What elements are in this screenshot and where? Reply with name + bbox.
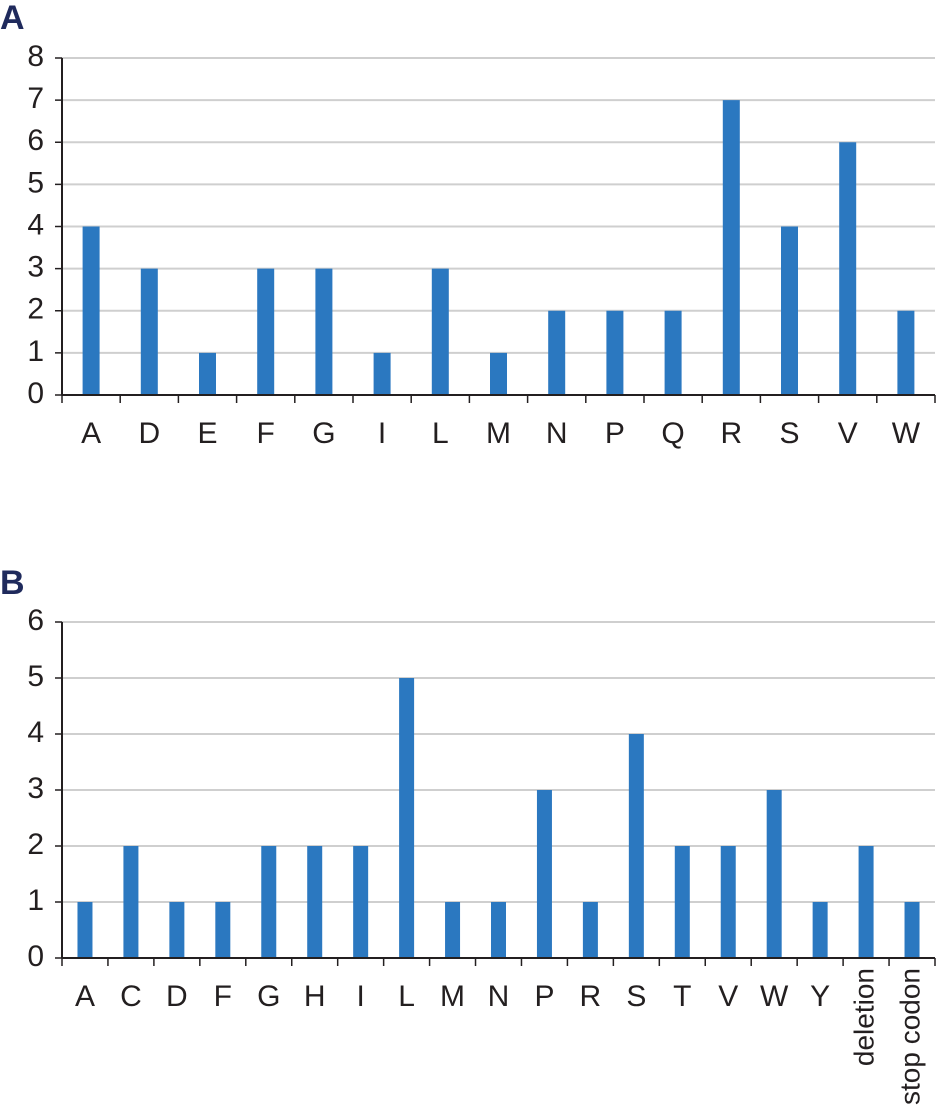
bar (261, 846, 277, 958)
bar (315, 268, 333, 395)
x-tick-label: A (81, 417, 101, 450)
bar (766, 790, 782, 958)
x-tick-label: P (605, 417, 625, 450)
y-tick-label: 5 (27, 166, 44, 199)
x-tick-label: G (312, 417, 335, 450)
x-tick-label: Y (810, 980, 830, 1013)
bar (123, 846, 139, 958)
x-tick-label: D (166, 980, 188, 1013)
x-tick-label: F (257, 417, 275, 450)
bar (781, 226, 798, 395)
bar (491, 902, 506, 958)
y-tick-label: 2 (27, 828, 44, 861)
bar (77, 902, 93, 958)
bar (839, 142, 857, 395)
x-tick-label: N (488, 980, 510, 1013)
x-tick-label: G (257, 980, 280, 1013)
bar (399, 678, 415, 958)
y-tick-label: 2 (27, 293, 44, 326)
x-tick-label: T (673, 980, 691, 1013)
x-tick-label: stop codon (894, 968, 925, 1105)
x-tick-label: I (378, 417, 386, 450)
x-tick-label: H (304, 980, 326, 1013)
y-tick-label: 8 (27, 40, 44, 73)
x-tick-label: N (546, 417, 568, 450)
bar (720, 846, 736, 958)
x-tick-label: E (197, 417, 217, 450)
bar (904, 902, 920, 958)
bar (373, 352, 391, 395)
x-tick-label: L (398, 980, 415, 1013)
x-tick-label: Q (661, 417, 684, 450)
bar (353, 846, 369, 958)
bar (722, 100, 740, 395)
y-tick-label: 1 (27, 335, 44, 368)
bar (674, 846, 690, 958)
x-tick-label: W (892, 417, 921, 450)
bar (548, 310, 566, 395)
y-tick-label: 1 (27, 884, 44, 917)
x-tick-label: R (720, 417, 742, 450)
x-tick-label: V (718, 980, 738, 1013)
x-tick-label: P (534, 980, 554, 1013)
x-tick-label: S (626, 980, 646, 1013)
y-tick-label: 0 (27, 377, 44, 410)
y-tick-label: 6 (27, 604, 44, 637)
x-tick-label: I (356, 980, 364, 1013)
bar (431, 268, 449, 395)
bar (536, 790, 552, 958)
bar (490, 352, 507, 395)
y-tick-label: 6 (27, 124, 44, 157)
y-tick-label: 4 (27, 208, 44, 241)
panel-label: B (0, 564, 25, 602)
y-tick-label: 3 (27, 251, 44, 284)
bar (82, 226, 100, 395)
bar (858, 846, 874, 958)
x-tick-label: R (580, 980, 602, 1013)
bar (199, 352, 216, 395)
x-tick-label: C (120, 980, 142, 1013)
bar (812, 902, 828, 958)
x-tick-label: F (214, 980, 232, 1013)
y-tick-label: 7 (27, 82, 44, 115)
bar (140, 268, 158, 395)
x-tick-label: W (760, 980, 789, 1013)
bar (606, 310, 624, 395)
bar (628, 734, 644, 958)
y-tick-label: 0 (27, 940, 44, 973)
bar (307, 846, 323, 958)
x-tick-label: V (838, 417, 858, 450)
y-tick-label: 5 (27, 660, 44, 693)
x-tick-label: D (138, 417, 160, 450)
x-tick-label: A (75, 980, 95, 1013)
panel-label: A (0, 0, 25, 37)
x-tick-label: M (440, 980, 465, 1013)
x-tick-label: deletion (848, 968, 879, 1066)
y-tick-label: 3 (27, 772, 44, 805)
x-tick-label: L (432, 417, 449, 450)
bar (169, 902, 185, 958)
bar (257, 268, 275, 395)
bar (897, 310, 915, 395)
bar (215, 902, 231, 958)
x-tick-label: M (486, 417, 511, 450)
bar (664, 310, 682, 395)
x-tick-label: S (779, 417, 799, 450)
y-tick-label: 4 (27, 716, 44, 749)
bar (445, 902, 461, 958)
bar (582, 902, 598, 958)
